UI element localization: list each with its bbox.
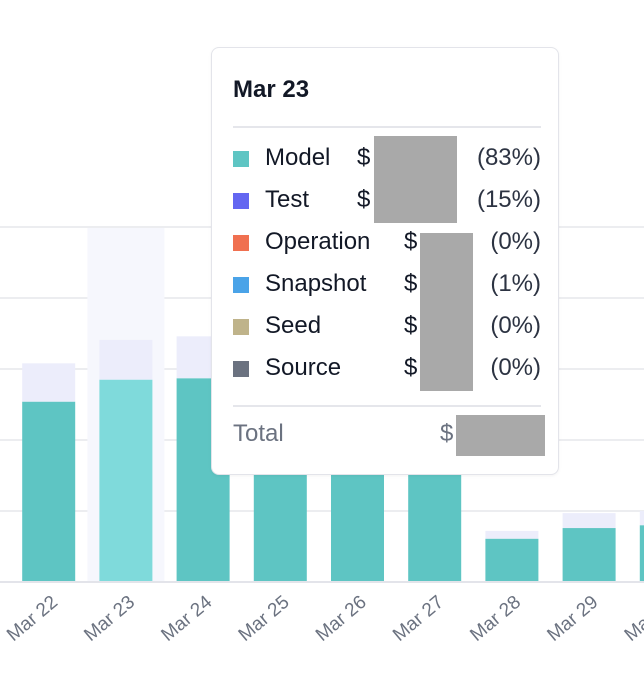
percentage: (1%)	[490, 270, 541, 297]
currency-symbol: $	[357, 144, 371, 171]
series-label: Snapshot	[265, 270, 367, 297]
currency-symbol: $	[404, 354, 418, 381]
legend-swatch	[233, 361, 249, 377]
series-label: Seed	[265, 312, 322, 339]
x-tick-label: Mar 23	[80, 592, 139, 646]
series-label: Source	[265, 354, 342, 381]
tooltip-row-model: Model $ (83%)	[233, 138, 541, 178]
bar-test	[562, 513, 616, 529]
currency-symbol: $	[404, 228, 418, 255]
x-tick-label: Mar 27	[389, 592, 448, 646]
currency-symbol: $	[404, 312, 418, 339]
bar-test	[22, 363, 76, 402]
percentage: (83%)	[476, 144, 541, 171]
percentage: (15%)	[476, 186, 541, 213]
bar-test	[639, 511, 644, 526]
tooltip-title: Mar 23	[233, 76, 310, 103]
legend-swatch	[233, 319, 249, 335]
tooltip-row-snapshot: Snapshot $ (1%)	[233, 264, 541, 304]
percentage: (0%)	[490, 312, 541, 339]
chart-tooltip: Mar 23 Model $ (83%) Test $ (15%) Operat…	[211, 47, 559, 475]
series-label: Test	[265, 186, 310, 213]
percentage: (0%)	[490, 354, 541, 381]
legend-swatch	[233, 235, 249, 251]
bar-model	[562, 528, 616, 582]
x-tick-label: Mar 26	[312, 592, 371, 646]
bar-test	[485, 530, 539, 539]
series-label: Model	[265, 144, 331, 171]
x-tick-label: Mar 28	[466, 592, 525, 646]
x-tick-label: Mar 29	[544, 592, 603, 646]
legend-swatch	[233, 151, 249, 167]
percentage: (0%)	[490, 228, 541, 255]
total-label: Total	[233, 420, 284, 447]
tooltip-row-operation: Operation $ (0%)	[233, 222, 541, 262]
redacted-block	[420, 233, 473, 391]
tooltip-row-seed: Seed $ (0%)	[233, 306, 541, 346]
tooltip-row-test: Test $ (15%)	[233, 180, 541, 220]
currency-symbol: $	[404, 270, 418, 297]
currency-symbol: $	[357, 186, 371, 213]
bar-model	[99, 379, 153, 582]
legend-swatch	[233, 277, 249, 293]
redacted-block	[374, 136, 457, 223]
series-label: Operation	[265, 228, 371, 255]
tooltip-row-source: Source $ (0%)	[233, 348, 541, 388]
x-tick-label: Mar 24	[158, 591, 217, 645]
x-tick-label: Mar 30	[621, 592, 644, 646]
bar-model	[22, 401, 76, 582]
bar-model	[639, 525, 644, 582]
x-tick-label: Mar 22	[3, 592, 62, 646]
legend-swatch	[233, 193, 249, 209]
bar-test	[99, 339, 153, 380]
total-currency: $	[440, 420, 454, 447]
redacted-total	[456, 415, 545, 456]
x-tick-label: Mar 25	[235, 592, 294, 646]
bar-model	[485, 538, 539, 582]
divider	[233, 126, 541, 128]
divider	[233, 405, 541, 407]
